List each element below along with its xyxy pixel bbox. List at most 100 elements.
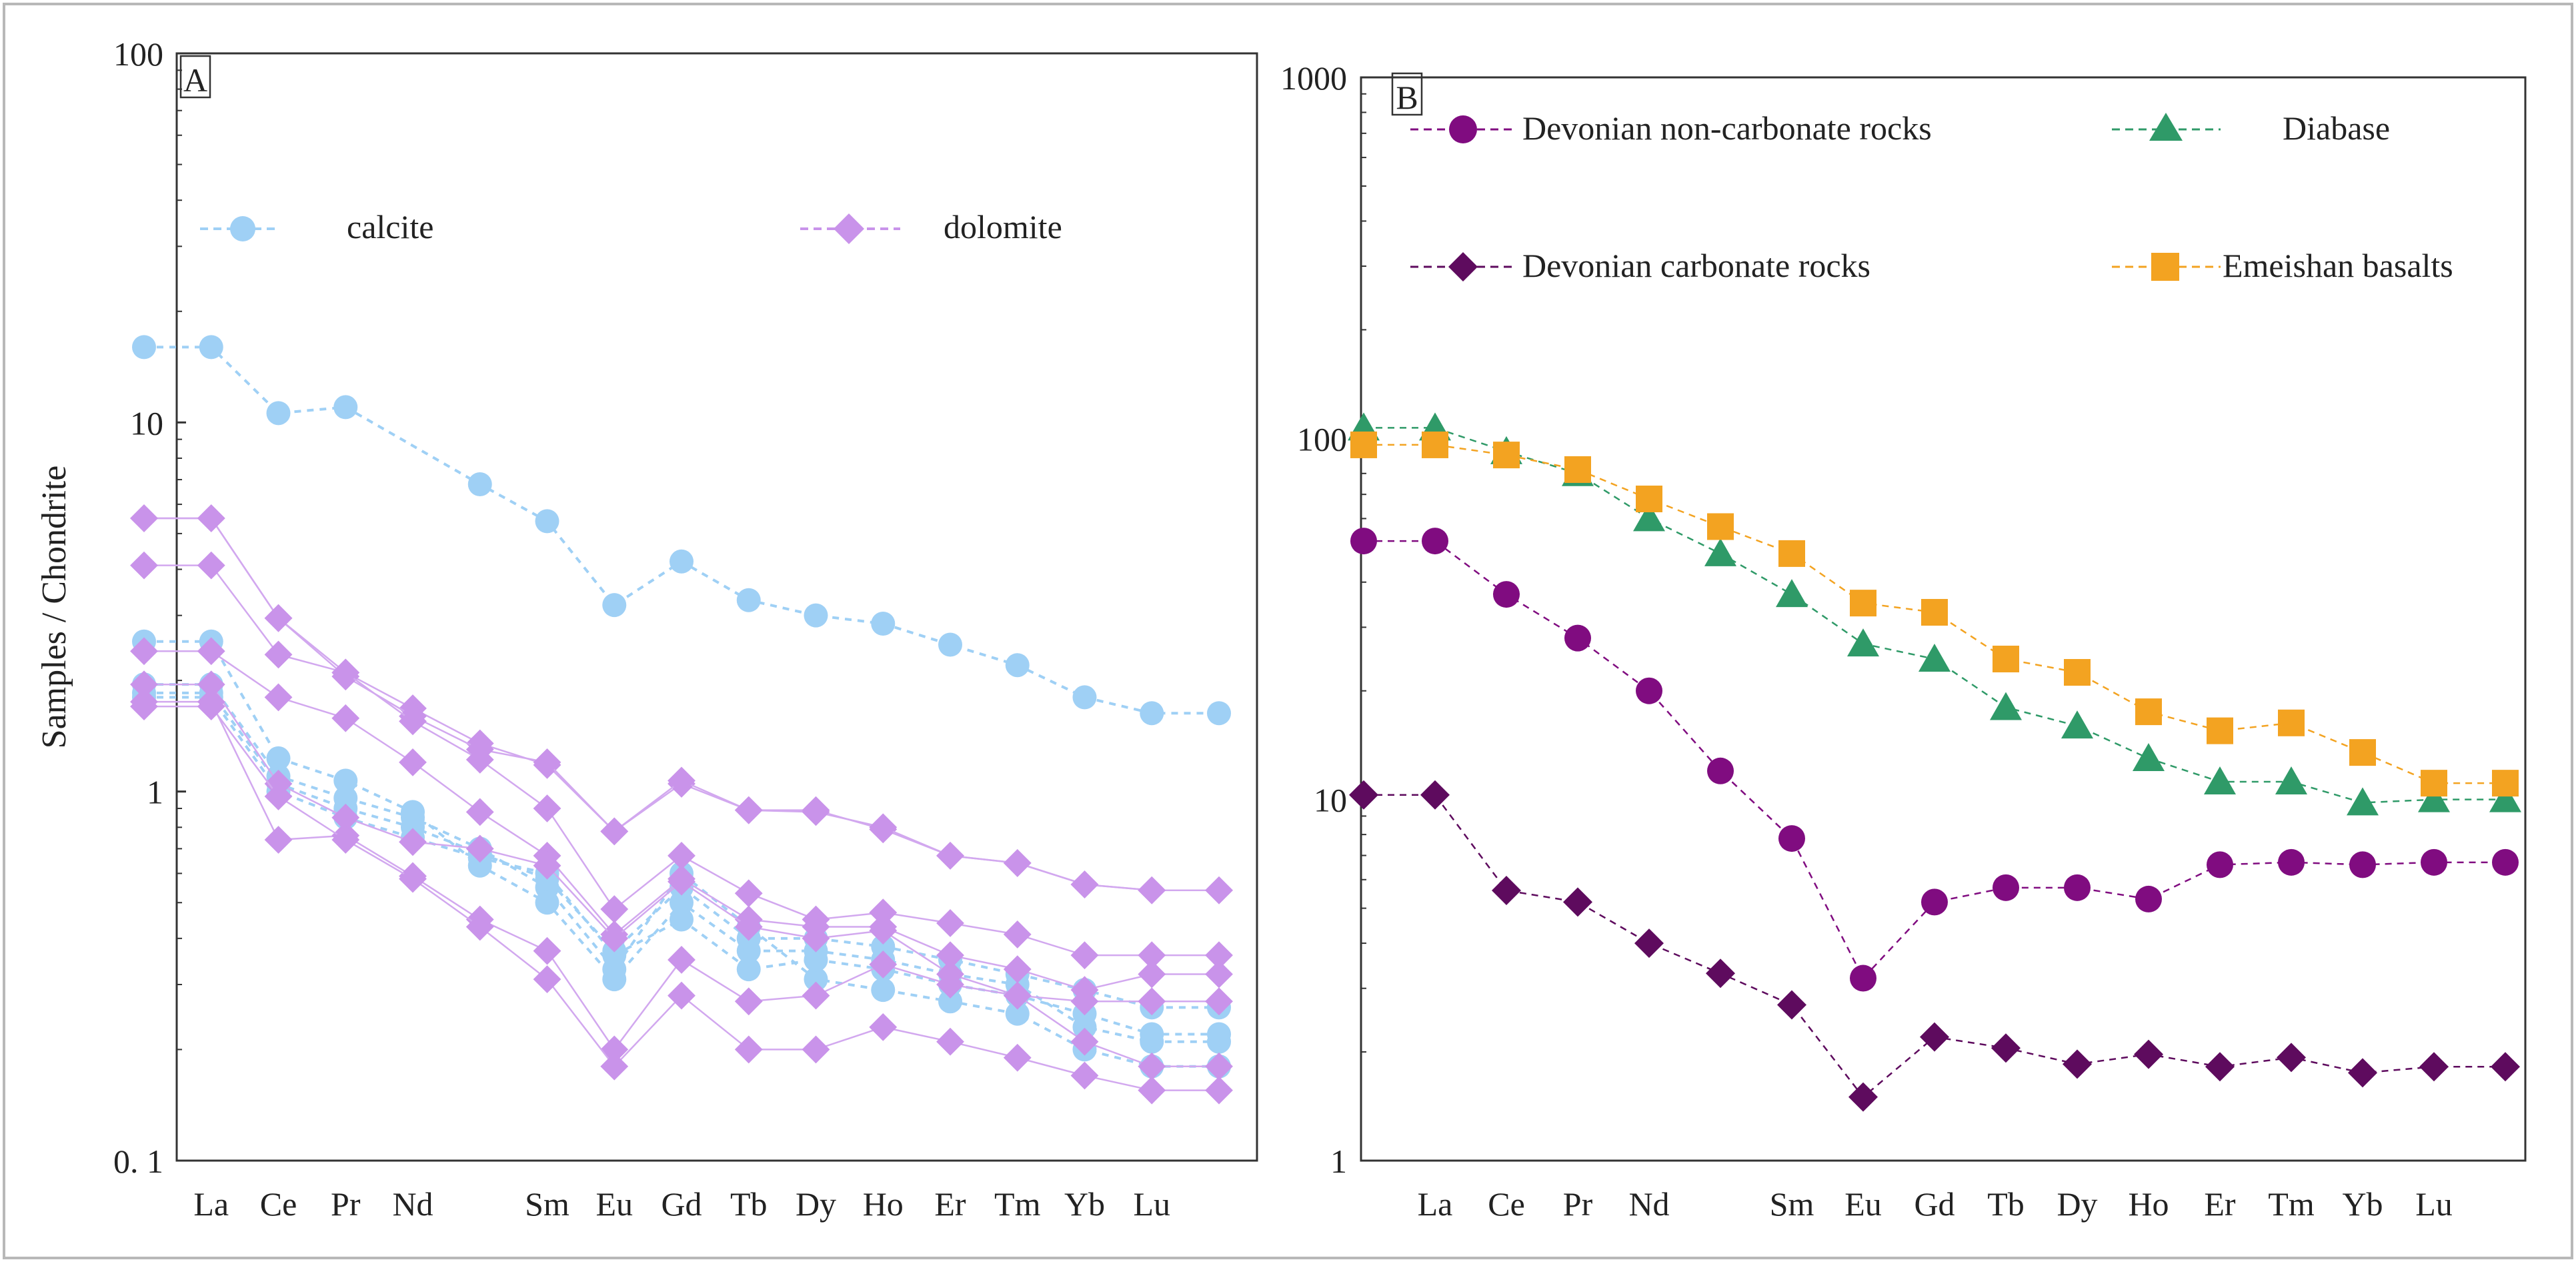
data-point-emeishan-basalts bbox=[2207, 717, 2233, 744]
data-point-dolomite bbox=[197, 551, 225, 580]
data-point-calcite bbox=[1072, 685, 1097, 710]
data-point-calcite bbox=[602, 593, 627, 618]
panel-b-label-box bbox=[1391, 72, 1423, 116]
legend-item-devonian-non-carbonate: Devonian non-carbonate rocks bbox=[1410, 109, 1932, 147]
x-tick-label: Ho bbox=[2128, 1185, 2169, 1223]
data-point-devonian-carbonate-rocks bbox=[1420, 780, 1450, 810]
data-point-dolomite bbox=[399, 864, 427, 893]
series-emeishan-basalts-3 bbox=[1350, 431, 2519, 797]
data-point-calcite bbox=[670, 549, 694, 574]
data-point-devonian-carbonate-rocks bbox=[1634, 928, 1664, 959]
data-point-emeishan-basalts bbox=[1493, 442, 1520, 469]
data-point-diabase bbox=[1704, 538, 1736, 566]
data-point-diabase bbox=[2275, 766, 2307, 795]
data-point-dolomite bbox=[130, 637, 158, 666]
x-tick-label: Er bbox=[2204, 1185, 2236, 1223]
data-point-calcite bbox=[535, 509, 559, 534]
data-point-calcite bbox=[266, 746, 291, 770]
legend-marker-devonian-non-carbonate bbox=[1449, 115, 1477, 143]
data-point-dolomite bbox=[197, 504, 225, 532]
data-point-dolomite bbox=[600, 1052, 629, 1081]
x-tick-label: Pr bbox=[1563, 1185, 1593, 1223]
data-point-calcite bbox=[333, 768, 358, 793]
data-point-dolomite bbox=[600, 895, 629, 923]
data-point-dolomite bbox=[1138, 987, 1166, 1016]
x-tick-label: Sm bbox=[525, 1185, 569, 1223]
data-point-devonian-carbonate-rocks bbox=[1492, 875, 1521, 905]
panel-a-y-axis-label: Samples / Chondrite bbox=[35, 466, 73, 749]
data-point-calcite bbox=[1207, 701, 1231, 726]
data-point-dolomite bbox=[1070, 987, 1099, 1016]
panel-b-series bbox=[1348, 412, 2521, 1112]
data-point-dolomite bbox=[264, 826, 293, 854]
data-point-dolomite bbox=[600, 1035, 629, 1064]
data-point-devonian-non-carbonate-rocks bbox=[2135, 885, 2162, 912]
data-point-dolomite bbox=[399, 707, 427, 736]
series-diabase-1 bbox=[1348, 412, 2521, 816]
data-point-emeishan-basalts bbox=[1707, 513, 1734, 540]
legend-label-dolomite: dolomite bbox=[944, 208, 1062, 245]
series-devonian-carbonate-rocks-2 bbox=[1349, 780, 2520, 1112]
panel-a-plot-frame bbox=[175, 52, 1258, 1162]
data-point-dolomite bbox=[802, 798, 830, 826]
legend-item-diabase: Diabase bbox=[2112, 109, 2390, 147]
data-point-diabase bbox=[1776, 579, 1808, 608]
data-point-emeishan-basalts bbox=[1921, 598, 1948, 626]
data-point-calcite bbox=[871, 611, 896, 636]
data-point-diabase bbox=[2061, 710, 2093, 739]
data-point-calcite bbox=[736, 957, 761, 982]
data-point-emeishan-basalts bbox=[2278, 709, 2305, 736]
data-point-dolomite bbox=[533, 936, 561, 965]
data-point-dolomite bbox=[869, 813, 898, 842]
data-point-calcite bbox=[266, 401, 291, 426]
data-point-dolomite bbox=[802, 1035, 830, 1064]
data-point-dolomite bbox=[197, 637, 225, 666]
data-point-dolomite bbox=[264, 683, 293, 712]
panel-a-series bbox=[130, 335, 1233, 1105]
data-point-dolomite bbox=[533, 748, 561, 776]
data-point-dolomite bbox=[1003, 849, 1032, 877]
panel-b-y-axis: 1000 100 10 1 bbox=[1280, 59, 1370, 1180]
panel-a-legend: calcite dolomite bbox=[200, 208, 1062, 245]
data-point-calcite bbox=[132, 335, 156, 360]
data-point-dolomite bbox=[130, 692, 158, 721]
data-point-dolomite bbox=[533, 851, 561, 880]
legend-label-calcite: calcite bbox=[347, 208, 433, 245]
legend-item-emeishan-basalts: Emeishan basalts bbox=[2112, 247, 2453, 284]
data-point-dolomite bbox=[1070, 1027, 1099, 1056]
data-point-dolomite bbox=[264, 604, 293, 632]
data-point-dolomite bbox=[936, 971, 964, 999]
data-point-emeishan-basalts bbox=[2492, 770, 2519, 797]
data-point-emeishan-basalts bbox=[1850, 590, 1876, 617]
panel-b-legend: Devonian non-carbonate rocks Diabase Dev… bbox=[1410, 109, 2453, 284]
data-point-dolomite bbox=[734, 796, 763, 824]
legend-label-emeishan-basalts: Emeishan basalts bbox=[2223, 247, 2453, 284]
data-point-dolomite bbox=[869, 1013, 898, 1041]
legend-marker-calcite bbox=[230, 216, 255, 241]
data-point-dolomite bbox=[936, 842, 964, 870]
data-point-devonian-carbonate-rocks bbox=[1777, 990, 1806, 1020]
legend-marker-devonian-carbonate bbox=[1448, 252, 1478, 281]
data-point-dolomite bbox=[734, 1035, 763, 1064]
panel-a-label: A bbox=[183, 61, 207, 99]
legend-marker-dolomite bbox=[834, 213, 864, 244]
data-point-devonian-carbonate-rocks bbox=[1848, 1082, 1878, 1112]
data-point-devonian-non-carbonate-rocks bbox=[2207, 851, 2233, 878]
y-tick-label: 10 bbox=[1314, 782, 1347, 819]
data-point-dolomite bbox=[1003, 955, 1032, 983]
x-tick-label: Lu bbox=[1133, 1185, 1170, 1223]
data-point-devonian-non-carbonate-rocks bbox=[1350, 528, 1377, 555]
data-point-emeishan-basalts bbox=[2421, 770, 2447, 797]
data-point-devonian-non-carbonate-rocks bbox=[2421, 848, 2447, 876]
data-point-dolomite bbox=[1138, 960, 1166, 989]
panel-b-x-axis: La Ce Pr Nd Sm Eu Gd Tb Dy Ho Er Tm Yb Lu bbox=[1418, 1185, 2453, 1223]
data-point-dolomite bbox=[465, 798, 494, 826]
data-point-calcite bbox=[467, 472, 492, 497]
data-point-dolomite bbox=[1003, 1043, 1032, 1072]
legend-label-devonian-carbonate: Devonian carbonate rocks bbox=[1522, 247, 1870, 284]
data-point-calcite bbox=[602, 943, 627, 968]
data-point-calcite bbox=[938, 632, 962, 657]
panel-a: A Samples / Chondrite 100 10 1 0. 1 La Ce Pr N… bbox=[35, 35, 1258, 1223]
panel-a-label-box bbox=[179, 55, 211, 99]
x-tick-label: Tm bbox=[994, 1185, 1041, 1223]
